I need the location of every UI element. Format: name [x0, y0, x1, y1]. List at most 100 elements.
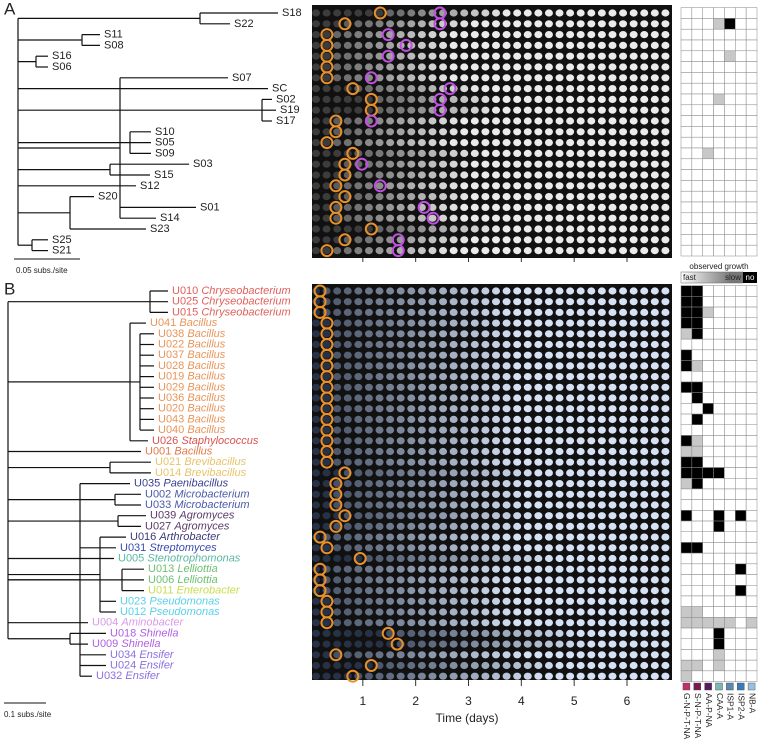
colony: [534, 214, 543, 222]
colony: [650, 95, 659, 103]
growth-cell: [735, 349, 747, 361]
growth-cell: [724, 467, 736, 479]
colony: [470, 298, 479, 306]
colony: [343, 106, 352, 114]
colony: [629, 95, 638, 103]
colony: [640, 63, 649, 71]
colony: [544, 85, 553, 93]
growth-cell: [745, 360, 758, 372]
leaf-label: U033 Microbacterium: [145, 499, 250, 511]
colony: [449, 405, 458, 413]
colony: [396, 629, 405, 638]
legend-label: fast: [683, 273, 697, 282]
legend-label: no: [746, 273, 755, 282]
colony: [396, 383, 405, 391]
colony: [481, 661, 490, 670]
colony: [481, 236, 490, 244]
colony: [534, 512, 543, 520]
colony: [597, 225, 606, 233]
growth-cell: [680, 7, 693, 19]
colony: [386, 554, 395, 563]
leaf-label: U031 Streptomyces: [120, 542, 217, 554]
colony: [513, 480, 522, 488]
colony: [544, 640, 553, 648]
colony: [364, 247, 373, 255]
colony: [597, 587, 606, 595]
colony: [629, 30, 638, 39]
colony: [492, 236, 500, 244]
colony: [534, 458, 543, 466]
colony: [555, 426, 564, 434]
colony: [343, 544, 352, 552]
colony: [534, 640, 543, 648]
colony: [428, 512, 437, 520]
growth-cell: [724, 28, 736, 41]
colony: [502, 247, 511, 255]
growth-cell: [735, 552, 747, 565]
colony: [407, 587, 416, 595]
colony: [312, 149, 320, 157]
leaf-genus: Bacillus: [187, 328, 225, 340]
second-marker: [399, 38, 413, 52]
colony: [576, 597, 585, 605]
colony: [566, 9, 575, 17]
colony: [470, 373, 479, 381]
colony: [629, 41, 638, 50]
colony: [354, 30, 363, 39]
growth-cell: [745, 617, 758, 629]
colony: [354, 597, 363, 605]
colony: [343, 225, 352, 233]
growth-cell: [713, 371, 725, 383]
colony: [566, 415, 575, 423]
colony: [640, 437, 649, 445]
colony: [513, 20, 522, 28]
colony: [449, 74, 458, 82]
colony: [386, 149, 395, 157]
colony: [449, 608, 458, 616]
colony: [460, 565, 469, 573]
colony: [555, 9, 564, 17]
colony: [364, 447, 373, 456]
colony: [460, 340, 469, 349]
growth-cell: [691, 201, 703, 214]
growth-cell: [735, 424, 747, 436]
colony: [566, 74, 575, 82]
colony: [650, 640, 659, 648]
colony: [364, 128, 373, 136]
colony: [523, 74, 532, 82]
colony: [492, 533, 500, 541]
colony: [460, 20, 469, 28]
colony: [354, 640, 363, 648]
colony: [587, 394, 596, 402]
colony: [534, 565, 543, 573]
colony: [523, 619, 532, 627]
colony: [513, 351, 522, 359]
colony: [312, 247, 320, 255]
growth-cell: [691, 552, 703, 565]
colony: [619, 20, 628, 28]
colony: [608, 480, 617, 488]
colony: [513, 608, 522, 616]
colony: [492, 85, 500, 93]
colony: [439, 469, 448, 477]
colony: [481, 203, 490, 211]
colony: [481, 362, 490, 370]
colony: [428, 85, 437, 93]
colony: [544, 426, 553, 434]
colony: [417, 576, 426, 584]
growth-cell: [735, 61, 747, 73]
growth-cell: [691, 7, 703, 19]
colony: [396, 160, 405, 168]
colony: [523, 437, 532, 445]
colony: [470, 74, 479, 82]
colony: [492, 351, 500, 359]
colony: [470, 362, 479, 370]
colony: [523, 522, 532, 531]
colony: [375, 608, 384, 616]
colony: [566, 426, 575, 434]
colony: [396, 95, 405, 103]
colony: [523, 608, 532, 616]
colony: [322, 193, 331, 201]
colony: [364, 171, 373, 179]
onset-marker: [338, 17, 352, 31]
